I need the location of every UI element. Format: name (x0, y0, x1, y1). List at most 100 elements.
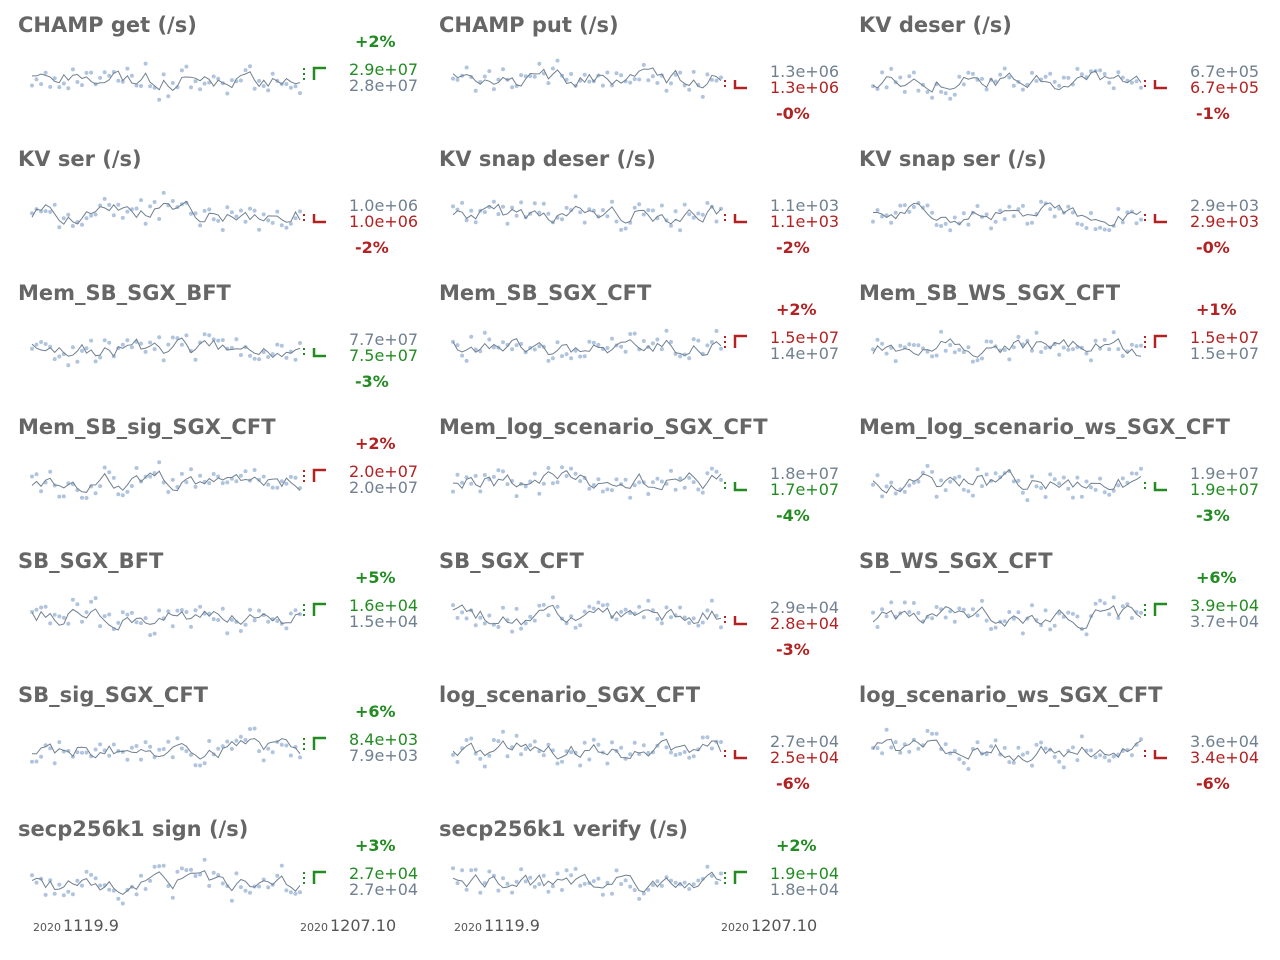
sample-dot (248, 607, 252, 612)
sample-dot (1075, 221, 1080, 226)
sample-dot (546, 742, 551, 747)
sample-dot (523, 879, 528, 884)
sample-dot (696, 878, 701, 883)
sample-dot (1025, 750, 1030, 755)
sample-dot (719, 346, 723, 351)
chart-panel: log_scenario_ws_SGX_CFT 3.4e+04 3.6e+04 -6% (841, 670, 1261, 804)
sample-dot (89, 213, 94, 218)
sample-dot (70, 597, 75, 602)
sample-dot (125, 612, 130, 617)
sample-dot (889, 220, 894, 225)
sample-dot (591, 606, 596, 611)
sample-dot (687, 887, 692, 891)
sample-dot (93, 747, 98, 752)
baseline-value: 1.5e+07 (1190, 344, 1260, 363)
latest-value: 3.4e+04 (1190, 748, 1260, 767)
sample-dot (614, 219, 619, 224)
sample-dot (1129, 753, 1134, 758)
baseline-value: 6.7e+05 (1190, 62, 1260, 81)
baseline-value: 2.7e+04 (770, 732, 840, 751)
sample-dot (157, 335, 162, 340)
sample-dot (623, 477, 628, 482)
sample-dot (1116, 207, 1121, 211)
sample-dot (510, 890, 515, 895)
sample-dot (266, 218, 271, 223)
sample-dot (907, 749, 912, 754)
sample-dot (238, 885, 243, 890)
sample-dot (116, 620, 121, 625)
sample-dot (225, 91, 230, 96)
change-step (733, 870, 747, 884)
sample-dot (482, 210, 487, 215)
sample-dot (578, 479, 583, 484)
sample-dot (193, 357, 198, 362)
sample-dot (1098, 68, 1103, 73)
sample-dot (550, 595, 555, 600)
chart-title: KV snap ser (/s) (859, 147, 1047, 171)
sample-dot (455, 881, 460, 886)
sample-dot (966, 70, 971, 75)
sample-dot (573, 471, 578, 476)
sample-dot (993, 471, 998, 476)
sample-dot (1020, 752, 1025, 757)
sample-dot (687, 87, 692, 92)
sample-dot (252, 726, 257, 731)
sample-dot (93, 876, 98, 881)
sample-dot (605, 602, 610, 607)
sample-dot (298, 890, 302, 895)
sample-dot (248, 727, 252, 731)
sample-dot (179, 746, 184, 751)
sample-dot (880, 70, 885, 75)
sample-dot (614, 617, 619, 622)
sample-dot (261, 758, 266, 763)
sample-dot (89, 70, 94, 75)
change-percent: -2% (776, 238, 810, 257)
sample-dot (1043, 345, 1048, 350)
sample-dot (989, 627, 994, 631)
sample-dot (75, 602, 80, 607)
sample-dot (129, 484, 134, 488)
chart-title: CHAMP get (/s) (18, 13, 197, 37)
sample-dot (93, 212, 98, 217)
sample-dot (139, 198, 143, 203)
sample-dot (541, 602, 546, 607)
baseline-value: 1.3e+06 (770, 62, 840, 81)
sample-dot (166, 342, 171, 347)
sample-dot (266, 482, 271, 487)
sample-dot (229, 746, 234, 751)
change-step (1153, 334, 1167, 348)
sample-dot (216, 76, 221, 81)
sample-dot (1002, 348, 1007, 352)
sample-dot (52, 202, 57, 207)
sample-dot (179, 608, 184, 612)
sample-dot (952, 350, 957, 355)
sample-dot (61, 615, 66, 620)
sample-dot (700, 490, 705, 495)
sample-dot (719, 75, 723, 80)
sample-dot (560, 354, 564, 359)
sample-dot (871, 347, 875, 352)
sample-dot (980, 356, 984, 361)
sample-dot (501, 340, 505, 345)
sample-dot (582, 881, 587, 886)
sample-dot (1084, 479, 1089, 484)
sample-dot (243, 68, 248, 73)
sample-dot (482, 764, 487, 769)
sample-dot (102, 338, 107, 343)
series-line (452, 738, 722, 760)
sample-dot (107, 753, 112, 758)
sample-dot (687, 755, 692, 760)
sample-dot (469, 868, 474, 873)
sample-dot (43, 209, 48, 214)
sample-dot (229, 898, 234, 903)
sample-dot (1089, 485, 1093, 490)
sample-dot (1052, 623, 1057, 628)
sample-dot (261, 350, 266, 354)
sample-dot (243, 622, 248, 627)
sample-dot (202, 857, 207, 862)
sample-dot (57, 225, 62, 230)
sample-dot (298, 755, 302, 760)
sample-dot (80, 222, 84, 227)
baseline-value: 3.6e+04 (1190, 732, 1260, 751)
sample-dot (257, 477, 262, 482)
